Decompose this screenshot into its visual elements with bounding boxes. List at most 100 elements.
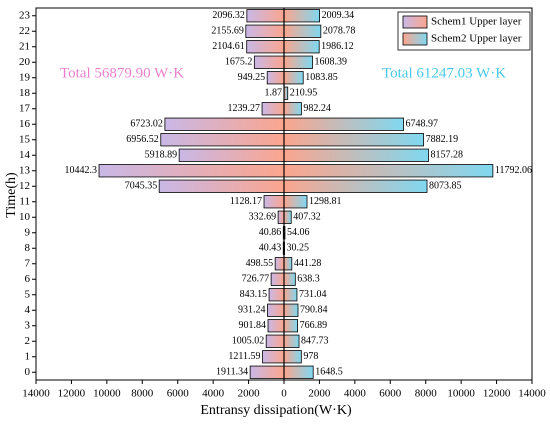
value-label: 638.3 [297,274,320,285]
y-tick-label: 22 [19,25,30,37]
y-tick-label: 7 [25,257,31,269]
bar [283,24,322,38]
value-label: 1005.02 [232,336,265,347]
annotation: Total 56879.90 W·K [60,65,184,81]
value-label: 10442.3 [65,165,98,176]
bar [270,272,285,286]
x-tick-label: 2000 [308,388,331,400]
bar [263,195,285,209]
value-label: 407.32 [293,212,321,223]
value-label: 1298.81 [309,196,342,207]
bar [261,102,285,116]
bar [283,365,314,379]
bar [160,133,285,147]
value-label: 2078.78 [323,26,356,37]
value-label: 11792.06 [495,165,532,176]
legend-label: Schem2 Upper layer [431,33,522,45]
x-tick-label: 4000 [344,388,367,400]
value-label: 2096.32 [212,10,245,21]
bar [283,210,292,224]
y-tick-label: 13 [19,164,31,176]
y-tick-label: 0 [25,366,31,378]
bar [158,179,285,193]
bar [178,148,285,162]
y-tick-label: 17 [19,102,31,114]
x-tick-label: 14000 [22,388,50,400]
x-tick-label: 10000 [447,388,475,400]
annotation: Total 61247.03 W·K [382,65,506,81]
x-tick-label: 2000 [238,388,261,400]
value-label: 1211.59 [228,351,260,362]
bar [283,40,320,54]
bar [283,288,298,302]
bar [283,164,494,178]
bar [253,55,285,69]
x-tick-label: 4000 [202,388,225,400]
y-tick-label: 14 [19,149,31,161]
bar [283,179,428,193]
legend-swatch [402,32,428,46]
x-tick-label: 12000 [58,388,86,400]
y-tick-label: 10 [19,211,31,223]
value-label: 1608.39 [314,57,347,68]
value-label: 5918.89 [145,150,178,161]
value-label: 901.84 [239,320,267,331]
bar [98,164,285,178]
y-tick-label: 2 [25,335,31,347]
value-label: 30.25 [287,243,310,254]
y-tick-label: 3 [25,319,31,331]
y-tick-label: 15 [19,133,31,145]
value-label: 210.95 [290,88,318,99]
y-tick-label: 1 [25,350,31,362]
bar [283,350,302,364]
bar [265,334,285,348]
y-tick-label: 9 [25,226,31,238]
bar [267,303,285,317]
value-label: 1675.2 [225,57,253,68]
value-label: 790.84 [300,305,328,316]
y-tick-label: 8 [25,242,31,254]
value-label: 7045.35 [125,181,158,192]
bar [262,350,285,364]
bar [283,195,308,209]
bar [245,24,285,38]
bar [267,319,285,333]
y-tick-label: 12 [19,180,30,192]
bar [164,117,285,131]
value-label: 982.24 [303,103,331,114]
bar [246,9,285,23]
bar [283,319,298,333]
y-tick-label: 5 [25,288,31,300]
y-tick-label: 23 [19,9,31,21]
bar [268,288,285,302]
y-tick-label: 6 [25,273,31,285]
legend-label: Schem1 Upper layer [431,16,522,28]
value-label: 1083.85 [305,72,338,83]
value-label: 498.55 [246,258,274,269]
bar [277,210,285,224]
bar [283,303,299,317]
value-label: 731.04 [299,289,327,300]
value-label: 766.89 [300,320,328,331]
y-tick-label: 11 [19,195,30,207]
y-tick-label: 19 [19,71,31,83]
bar [274,257,285,271]
bar [283,117,404,131]
value-label: 332.69 [249,212,277,223]
bar [283,272,296,286]
y-tick-label: 4 [25,304,31,316]
x-tick-label: 6000 [379,388,402,400]
value-label: 726.77 [242,274,270,285]
bar [266,71,285,85]
value-label: 1648.5 [315,367,343,378]
x-tick-label: 6000 [167,388,190,400]
bar [283,148,429,162]
y-tick-label: 20 [19,56,31,68]
value-label: 2155.69 [211,26,244,37]
value-label: 8073.85 [429,181,462,192]
y-tick-label: 16 [19,118,31,130]
bar [249,365,285,379]
bar [246,40,285,54]
value-label: 1239.27 [228,103,261,114]
